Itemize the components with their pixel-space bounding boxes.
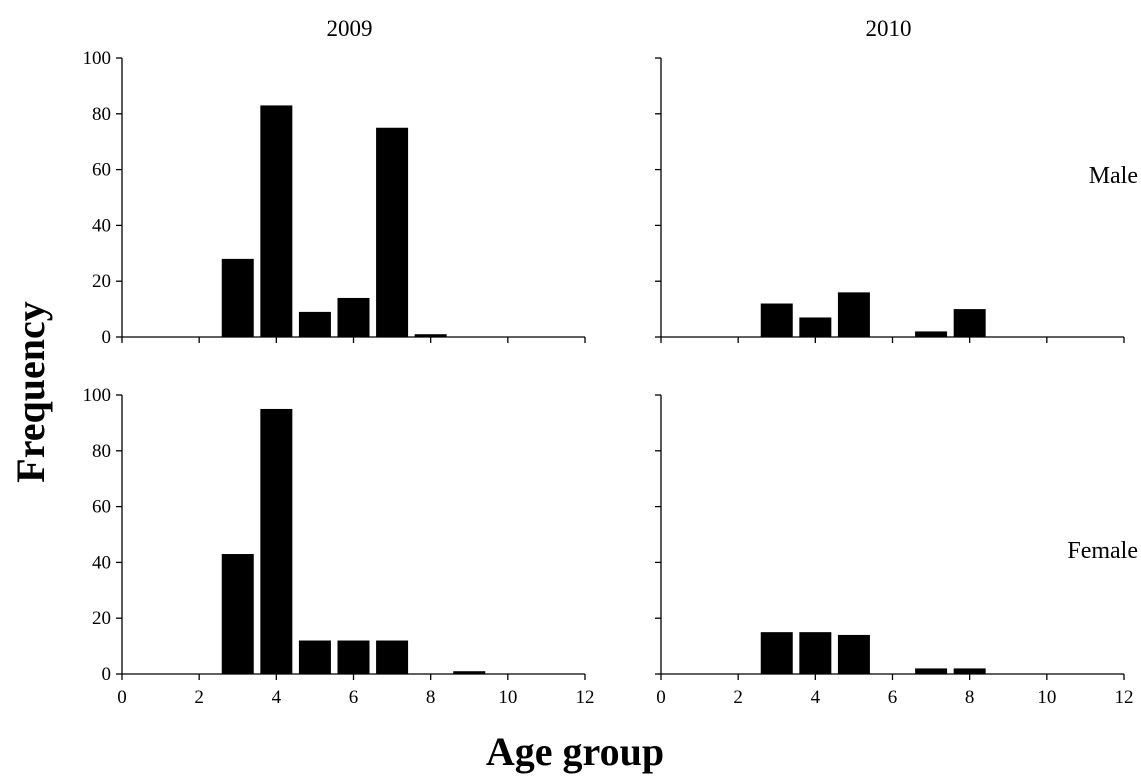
y-tick-label: 60 [92,497,111,518]
bar-age-5 [837,292,870,337]
bar-age-6 [337,640,370,674]
row-label-male: Male [1089,163,1138,189]
bar-age-8 [953,309,986,337]
bar-age-7 [915,331,948,337]
panel-title-2009: 2009 [327,16,373,41]
bar-age-6 [337,297,370,337]
bar-age-5 [298,640,331,674]
x-tick-label: 10 [498,687,517,708]
panel-2010-male: 2010 Male [655,16,1138,343]
panel-2009-male: 0 20 40 60 80 100 2009 [83,16,586,348]
x-tick-label: 12 [576,687,595,708]
y-tick-label: 100 [83,385,112,406]
bar-age-3 [760,632,793,674]
panel-2009-female: 0 20 40 60 80 100 0 2 4 6 8 10 12 [83,385,595,708]
x-tick-label: 8 [426,687,436,708]
x-tick-label: 0 [656,687,666,708]
y-tick-label: 100 [83,48,112,69]
y-tick-label: 80 [92,441,111,462]
bar-age-3 [221,258,254,337]
y-tick-label: 60 [92,160,111,181]
y-tick-label: 20 [92,608,111,629]
x-tick-label: 10 [1037,687,1056,708]
row-label-female: Female [1067,538,1138,564]
bar-age-7 [376,127,409,337]
bar-age-9 [453,671,486,674]
y-tick-label: 0 [102,327,112,348]
bar-age-4 [260,105,293,338]
y-tick-label: 0 [102,664,112,685]
x-tick-label: 6 [888,687,898,708]
x-tick-label: 0 [117,687,127,708]
x-axis-title: Age group [486,729,664,774]
y-tick-label: 20 [92,271,111,292]
y-tick-label: 80 [92,104,111,125]
bar-age-7 [376,640,409,674]
bar-age-4 [799,632,832,674]
bar-age-4 [260,408,293,674]
bar-age-5 [298,311,331,337]
panel-2010-female: 0 2 4 6 8 10 12 Female [655,394,1138,708]
bar-age-8 [414,334,447,337]
x-tick-label: 4 [272,687,282,708]
bar-age-8 [953,668,986,674]
y-tick-label: 40 [92,215,111,236]
bar-age-5 [837,634,870,674]
y-axis-title: Frequency [8,301,53,482]
y-tick-label: 40 [92,552,111,573]
x-tick-label: 12 [1115,687,1134,708]
x-tick-label: 8 [965,687,975,708]
x-tick-label: 2 [194,687,204,708]
x-tick-label: 2 [733,687,743,708]
bar-age-3 [760,303,793,337]
panel-title-2010: 2010 [866,16,912,41]
x-tick-label: 4 [811,687,821,708]
bar-age-3 [221,554,254,674]
bar-age-4 [799,317,832,337]
bar-age-7 [915,668,948,674]
x-tick-label: 6 [349,687,359,708]
